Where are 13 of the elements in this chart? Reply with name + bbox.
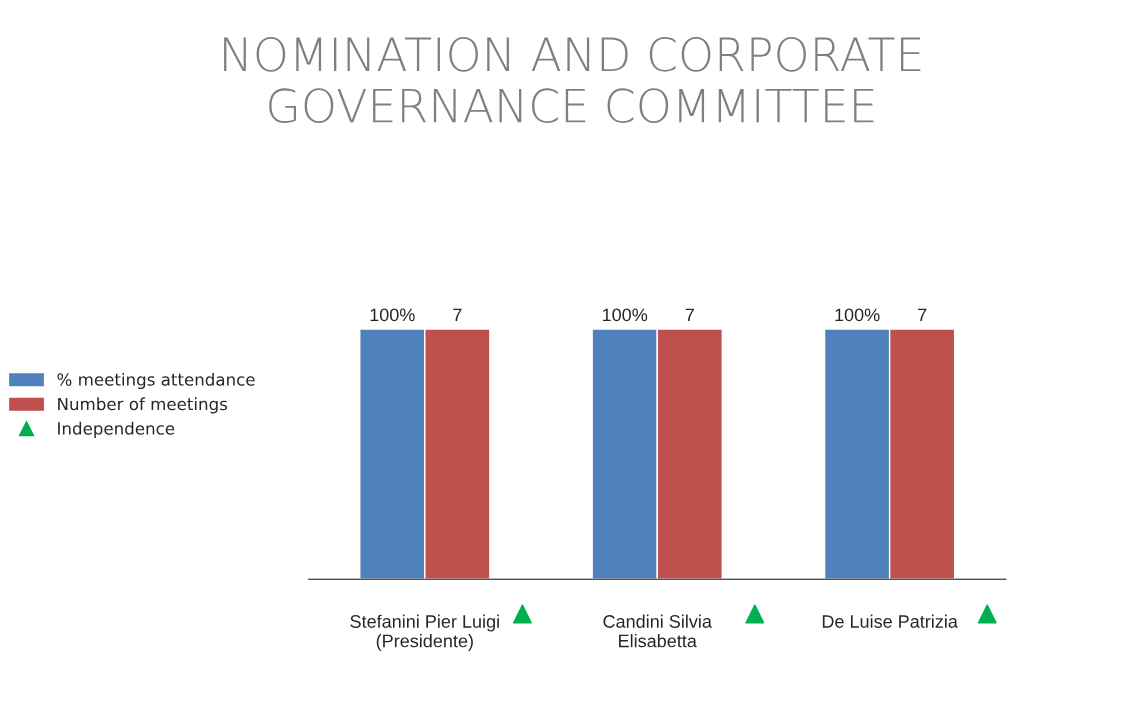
data-label: 7 (685, 308, 694, 322)
data-label: 100% (602, 308, 648, 322)
data-label: 7 (918, 308, 927, 322)
data-label: 7 (453, 308, 462, 322)
legend-label: Number of meetings (58, 397, 228, 414)
chart-title: NOMINATION AND CORPORATE GOVERNANCE COMMITTEE (224, 37, 921, 123)
x-tick-label: De Luise Patrizia (822, 614, 958, 628)
legend-label: % meetings attendance (57, 372, 255, 390)
data-label: 100% (370, 308, 415, 322)
x-tick-label: Candini Silvia Elisabetta (603, 614, 712, 648)
legend-label: Independence (58, 421, 175, 438)
data-label: 100% (835, 308, 880, 322)
x-tick-label: Stefanini Pier Luigi (Presidente) (350, 614, 499, 651)
